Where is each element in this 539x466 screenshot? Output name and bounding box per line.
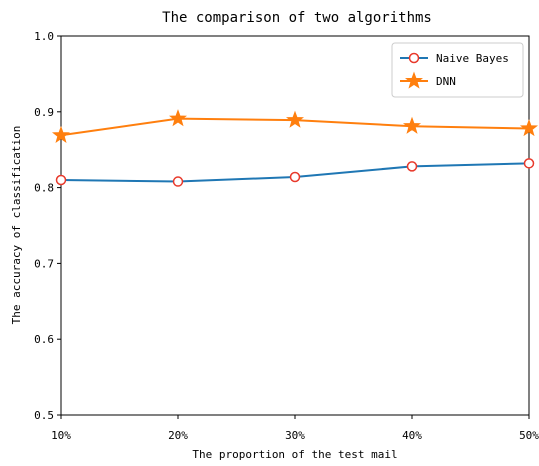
legend-marker-1 (404, 71, 424, 89)
data-point-s1-1 (168, 109, 188, 127)
data-point-s0-3 (406, 161, 418, 172)
legend-label-1: DNN (436, 75, 456, 88)
x-tick-label: 50% (519, 429, 539, 442)
legend-marker-0 (408, 52, 420, 64)
legend-label-0: Naive Bayes (436, 52, 509, 65)
y-tick-label: 0.6 (34, 333, 54, 346)
y-axis-label: The accuracy of classification (10, 126, 23, 325)
chart-title: The comparison of two algorithms (162, 10, 432, 26)
y-tick-label: 0.7 (34, 257, 54, 270)
data-point-s0-1 (172, 176, 184, 187)
legend-box (391, 42, 524, 98)
x-tick-label: 30% (285, 429, 305, 442)
data-point-s0-0 (55, 174, 67, 186)
data-point-s0-2 (289, 171, 301, 183)
x-tick-label: 20% (168, 429, 188, 442)
plot-area: 0.5 0.6 0.7 0.8 0.9 1.0 10% 20% 30% 40% 50% (34, 30, 539, 442)
data-point-s1-2 (285, 110, 305, 128)
data-point-s0-4 (523, 158, 535, 169)
data-point-s1-0 (51, 125, 71, 143)
data-point-s1-3 (402, 116, 422, 134)
y-tick-label: 0.5 (34, 409, 54, 422)
x-tick-label: 10% (51, 429, 71, 442)
y-tick-label: 0.8 (34, 182, 54, 195)
legend: Naive Bayes DNN (391, 42, 524, 98)
x-tick-label: 40% (402, 429, 422, 442)
y-tick-label: 0.9 (34, 106, 54, 119)
x-axis-label: The proportion of the test mail (192, 448, 397, 461)
data-point-s1-4 (519, 119, 539, 137)
y-tick-label: 1.0 (34, 30, 54, 43)
